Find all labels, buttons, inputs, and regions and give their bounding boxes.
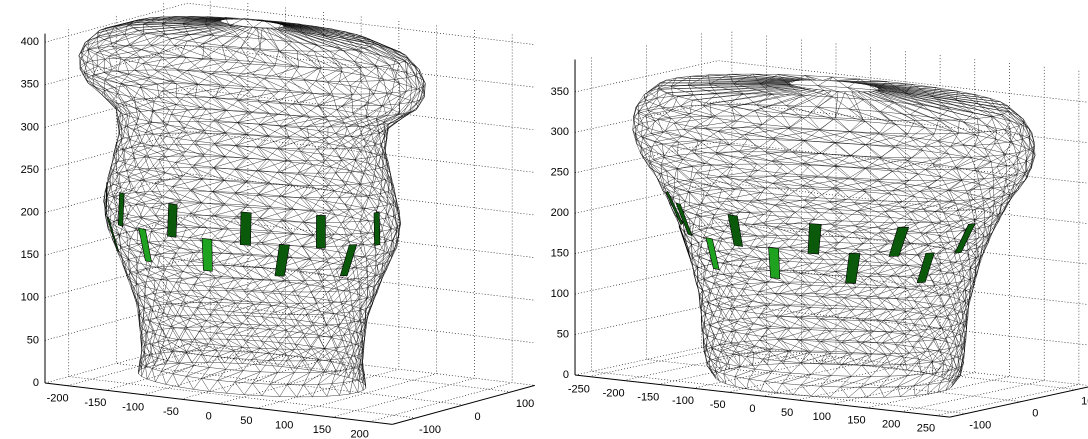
electrode (106, 182, 108, 216)
z-tick-label: 200 (21, 207, 39, 219)
z-tick-label: 200 (551, 207, 569, 219)
z-grid-line (575, 222, 1088, 264)
figure: 050100150200250300350400-200-150-100-500… (0, 0, 1088, 439)
x-tick-label: -150 (84, 397, 106, 409)
z-tick-label: 0 (33, 377, 39, 389)
x-tick-label: -200 (603, 387, 625, 399)
y-tick-label: 0 (474, 411, 480, 423)
z-tick-label: 50 (27, 334, 39, 346)
z-grid-line (45, 301, 535, 342)
x-tick-label: 100 (275, 420, 293, 432)
x-tick-label: 0 (206, 411, 212, 423)
electrode (808, 224, 821, 254)
electrode (316, 215, 325, 248)
torso-mesh (79, 16, 426, 397)
z-tick-label: 300 (21, 121, 39, 133)
electrode (240, 212, 251, 245)
x-tick-label: 250 (917, 423, 935, 435)
x-tick-label: 150 (313, 424, 331, 436)
y-tick-label: 100 (1081, 395, 1088, 407)
y-axis-line (950, 386, 1088, 417)
z-tick-label: 250 (551, 167, 569, 179)
z-tick-label: 350 (551, 86, 569, 98)
chart-1: 0 50 100 150 200 250 300 350 -250 -200 -150 -100 -50… (551, 30, 1088, 435)
x-tick-label: 100 (813, 411, 831, 423)
z-tick-label: 300 (551, 126, 569, 138)
x-tick-label: 200 (882, 419, 900, 431)
y-tick-label: 0 (1032, 407, 1038, 419)
z-tick-label: 150 (21, 249, 39, 261)
page: 050100150200250300350400-200-150-100-500… (0, 0, 1088, 439)
electrode (769, 247, 780, 278)
z-tick-label: 0 (563, 369, 569, 381)
z-tick-label: 350 (21, 79, 39, 91)
x-tick-label: -250 (568, 384, 590, 396)
z-tick-label: 50 (557, 328, 569, 340)
electrode (374, 212, 380, 245)
z-tick-label: 400 (21, 36, 39, 48)
electrode (167, 203, 177, 237)
x-tick-label: -150 (637, 391, 659, 403)
x-tick-label: 150 (847, 415, 865, 427)
electrode (118, 192, 124, 226)
electrode (917, 253, 934, 283)
z-tick-label: 100 (551, 288, 569, 300)
electrode (275, 245, 290, 277)
x-tick-label: -100 (672, 395, 694, 407)
x-tick-label: -50 (710, 399, 726, 411)
y-tick-label: 100 (516, 398, 534, 410)
x-tick-label: 200 (350, 429, 368, 439)
electrode (202, 238, 212, 271)
x-grid-line (181, 11, 324, 399)
z-grid-line (575, 344, 1088, 386)
x-grid-line (332, 29, 475, 417)
electrode (845, 253, 860, 283)
x-tick-label: 0 (749, 403, 755, 415)
chart-0: 0 50 100 150 200 250 300 350 400 -200 -150 -100 -50 0… (21, 0, 535, 439)
x-tick-label: -200 (47, 393, 69, 405)
y-tick-label: -100 (969, 419, 991, 431)
z-tick-label: 150 (551, 248, 569, 260)
y-axis-line (392, 385, 535, 424)
z-tick-label: 100 (21, 292, 39, 304)
z-grid-line (575, 303, 1088, 345)
x-tick-label: 50 (240, 415, 252, 427)
x-tick-label: -100 (122, 402, 144, 414)
x-tick-label: -50 (163, 406, 179, 418)
y-tick-label: -100 (419, 424, 441, 436)
x-tick-label: 50 (781, 407, 793, 419)
z-grid-line (45, 344, 535, 385)
z-tick-label: 250 (21, 164, 39, 176)
